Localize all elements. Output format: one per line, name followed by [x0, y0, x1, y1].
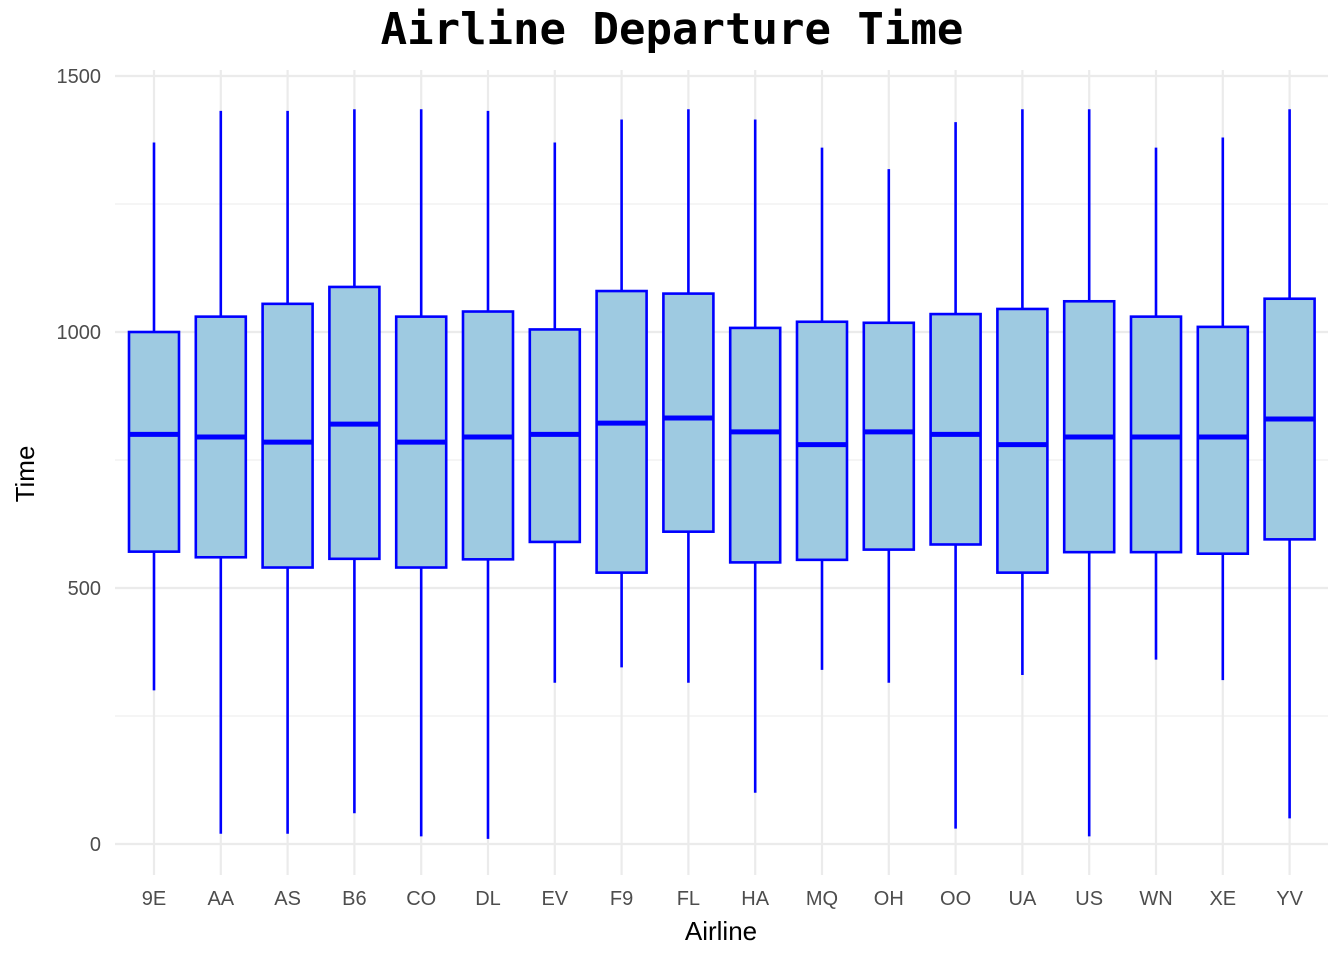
x-tick-label: OH	[874, 888, 904, 910]
box-US	[1062, 109, 1116, 837]
iqr-box	[595, 289, 648, 574]
box-FL	[662, 109, 715, 683]
iqr-box	[261, 302, 314, 569]
iqr-box	[795, 320, 849, 562]
box-UA	[996, 109, 1049, 676]
box-F9	[595, 119, 648, 668]
iqr-box	[728, 326, 782, 564]
box-OH	[862, 169, 916, 683]
y-tick-label: 0	[90, 834, 101, 856]
box-HA	[728, 119, 782, 793]
x-tick-label: F9	[610, 888, 633, 910]
iqr-box	[929, 312, 982, 546]
y-tick-label: 1500	[57, 66, 102, 88]
x-tick-label: UA	[1009, 888, 1037, 910]
y-tick-label: 1000	[57, 322, 102, 344]
x-tick-label: DL	[475, 888, 501, 910]
x-tick-label: EV	[541, 888, 568, 910]
y-axis-label: Time	[10, 446, 40, 503]
box-layer	[127, 109, 1316, 839]
iqr-box	[862, 321, 916, 551]
box-9E	[127, 142, 181, 691]
x-tick-label: US	[1075, 888, 1103, 910]
box-AA	[194, 110, 248, 834]
axis-layer: 0 500 1000 1500 9E AA AS B6 CO DL EV F9 FL HA MQ OH OO UA…	[57, 66, 1304, 910]
box-OO	[929, 122, 982, 829]
x-tick-label: XE	[1209, 888, 1236, 910]
box-WN	[1129, 147, 1183, 660]
box-CO	[394, 109, 448, 837]
box-MQ	[795, 147, 849, 670]
x-axis-label: Airline	[685, 916, 757, 946]
box-XE	[1196, 137, 1250, 681]
box-YV	[1263, 109, 1316, 819]
y-tick-label: 500	[68, 578, 101, 600]
chart-title: Airline Departure Time	[380, 4, 964, 55]
x-tick-label: YV	[1276, 888, 1303, 910]
x-tick-label: AS	[274, 888, 301, 910]
x-tick-label: HA	[741, 888, 769, 910]
x-tick-label: 9E	[142, 888, 166, 910]
iqr-box	[1129, 315, 1183, 554]
x-tick-label: OO	[940, 888, 971, 910]
x-tick-label: AA	[207, 888, 234, 910]
iqr-box	[1062, 299, 1116, 554]
box-DL	[461, 110, 515, 839]
iqr-box	[662, 292, 715, 533]
box-EV	[528, 142, 582, 683]
x-tick-label: B6	[342, 888, 366, 910]
iqr-box	[1196, 325, 1250, 555]
box-AS	[261, 110, 314, 834]
x-tick-label: WN	[1139, 888, 1172, 910]
iqr-box	[127, 330, 181, 553]
x-tick-label: FL	[677, 888, 700, 910]
iqr-box	[996, 307, 1049, 574]
box-B6	[328, 109, 381, 814]
x-tick-label: CO	[406, 888, 436, 910]
x-tick-label: MQ	[806, 888, 838, 910]
